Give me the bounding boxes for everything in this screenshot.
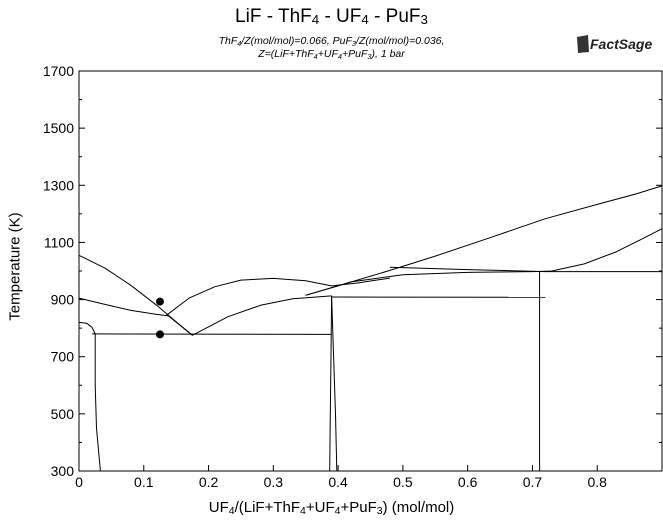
x-tick-label: 0.3 xyxy=(264,474,284,490)
phase-boundary-line xyxy=(94,333,101,472)
x-tick-label: 0.1 xyxy=(134,474,154,490)
phase-boundary-line xyxy=(305,185,663,296)
phase-boundary-line xyxy=(91,333,332,335)
phase-boundary-line xyxy=(78,297,169,317)
y-tick-label: 300 xyxy=(51,463,75,479)
plot-frame xyxy=(78,70,663,472)
phase-boundary-line xyxy=(331,295,338,472)
data-point xyxy=(155,297,164,306)
y-tick-label: 900 xyxy=(51,292,75,308)
phase-boundary-line xyxy=(329,295,333,472)
y-tick-label: 500 xyxy=(51,406,75,422)
y-tick-label: 1500 xyxy=(43,120,74,136)
chart-subtitle-line2: Z=(LiF+ThF4+UF4+PuF3), 1 bar xyxy=(258,48,405,61)
chart-subtitle-line1: ThF4/Z(mol/mol)=0.066, PuF3/Z(mol/mol)=0… xyxy=(218,35,445,48)
phase-boundary-line xyxy=(168,315,193,336)
x-tick-label: 0.7 xyxy=(523,474,543,490)
x-axis-label: UF4/(LiF+ThF4+UF4+PuF3) (mol/mol) xyxy=(208,499,455,517)
logo-mark-icon xyxy=(577,35,589,53)
x-tick-label: 0 xyxy=(75,474,83,490)
phase-boundary-line xyxy=(192,295,332,336)
phase-boundary-line xyxy=(305,228,663,296)
chart-title: LiF - ThF4 - UF4 - PuF3 xyxy=(235,6,428,27)
y-axis-label: Temperature (K) xyxy=(6,212,24,321)
y-tick-label: 1700 xyxy=(43,63,74,79)
phase-boundary-line xyxy=(78,321,96,335)
factsage-logo: FactSage xyxy=(577,35,652,53)
y-tick-label: 1300 xyxy=(43,177,74,193)
phase-boundary-line xyxy=(166,277,390,316)
y-tick-label: 1100 xyxy=(44,234,74,250)
x-tick-label: 0.5 xyxy=(393,474,413,490)
y-tick-label: 700 xyxy=(51,349,75,365)
phase-boundary-line xyxy=(78,254,193,336)
x-tick-label: 0.6 xyxy=(458,474,478,490)
logo-text: FactSage xyxy=(590,36,652,52)
x-tick-label: 0.4 xyxy=(328,474,348,490)
phase-boundary-line xyxy=(389,266,546,273)
x-tick-label: 0.8 xyxy=(587,474,607,490)
data-point xyxy=(155,330,164,339)
x-tick-label: 0.2 xyxy=(199,474,219,490)
